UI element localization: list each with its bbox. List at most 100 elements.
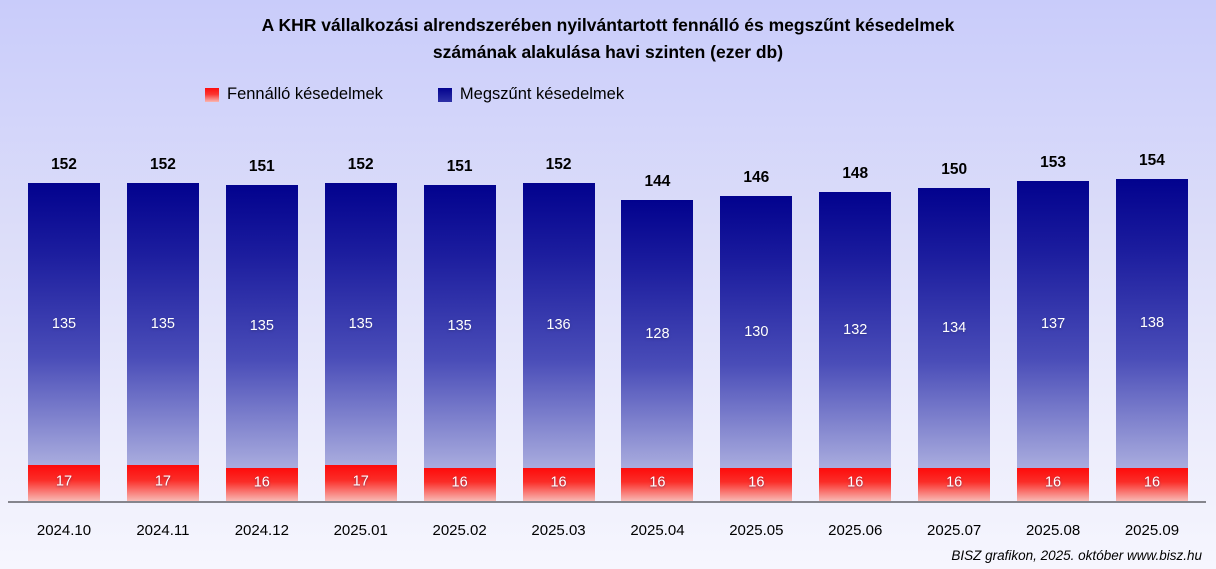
megszunt-segment: 134: [918, 187, 991, 468]
bar-column-2025.01: 152 135 17: [324, 156, 397, 501]
fennallo-value-label: 17: [55, 473, 73, 490]
stacked-bar: 135 17: [28, 183, 100, 501]
bar-total-label: 151: [248, 158, 275, 176]
stacked-bar: 135 16: [225, 185, 298, 501]
fennallo-value-label: 16: [946, 475, 963, 492]
bar-column-2025.05: 146 130 16: [720, 168, 793, 501]
fennallo-segment: 16: [1115, 467, 1188, 501]
bar-column-2024.11: 152 135 17: [126, 156, 199, 501]
fennallo-value-label: 17: [154, 473, 171, 490]
bar-total-label: 146: [743, 168, 770, 186]
x-axis-label-2025.08: 2025.08: [1025, 522, 1081, 539]
x-axis-label-2025.09: 2025.09: [1124, 522, 1180, 539]
chart-title: A KHR vállalkozási alrendszerében nyilvá…: [0, 12, 1216, 66]
legend: Fennálló késedelmek Megszűnt késedelmek: [205, 85, 624, 104]
fennallo-value-label: 16: [649, 475, 666, 492]
megszunt-segment: 135: [28, 183, 100, 466]
chart-title-line1: A KHR vállalkozási alrendszerében nyilvá…: [261, 15, 955, 35]
bar-total-label: 152: [545, 156, 572, 174]
stacked-bar: 136 16: [522, 183, 595, 501]
fennallo-segment: 16: [621, 467, 694, 501]
megszunt-segment: 135: [423, 185, 496, 468]
legend-item-fennallo: Fennálló késedelmek: [205, 85, 383, 104]
bar-total-label: 152: [51, 156, 77, 174]
megszunt-value-label: 135: [51, 316, 77, 333]
fennallo-value-label: 17: [352, 473, 369, 490]
x-axis-label-2025.06: 2025.06: [828, 522, 883, 539]
fennallo-value-label: 16: [550, 475, 567, 492]
bar-column-2024.12: 151 135 16: [225, 158, 298, 501]
bar-column-2025.03: 152 136 16: [522, 156, 595, 501]
x-axis-labels: 2024.10 2024.11 2024.12 2025.01 2025.02 2025.…: [28, 522, 1188, 539]
x-axis-label-2024.10: 2024.10: [36, 522, 92, 539]
megszunt-value-label: 135: [447, 318, 472, 335]
legend-item-megszunt: Megszűnt késedelmek: [437, 85, 625, 104]
megszunt-value-label: 138: [1139, 315, 1165, 332]
legend-label-fennallo: Fennálló késedelmek: [227, 85, 383, 103]
megszunt-value-label: 136: [546, 317, 571, 334]
fennallo-swatch-icon: [205, 87, 219, 102]
bar-total-label: 148: [842, 164, 869, 182]
fennallo-segment: 16: [1017, 467, 1090, 501]
fennallo-segment: 16: [423, 467, 496, 501]
megszunt-value-label: 135: [348, 316, 373, 333]
bar-total-label: 154: [1139, 152, 1165, 170]
megszunt-segment: 135: [324, 183, 397, 466]
legend-label-megszunt: Megszűnt késedelmek: [459, 85, 625, 103]
bar-column-2025.04: 144 128 16: [621, 173, 694, 501]
x-axis-label-2025.05: 2025.05: [729, 522, 784, 539]
bar-total-label: 151: [446, 158, 473, 176]
chart-title-line2: számának alakulása havi szinten (ezer db…: [432, 42, 784, 62]
megszunt-value-label: 137: [1040, 316, 1066, 333]
megszunt-value-label: 135: [249, 318, 274, 335]
fennallo-segment: 16: [918, 467, 991, 501]
stacked-bar: 130 16: [720, 195, 793, 501]
megszunt-value-label: 134: [942, 319, 967, 336]
bar-total-label: 152: [347, 156, 374, 174]
megszunt-segment: 135: [126, 183, 199, 466]
megszunt-value-label: 128: [645, 325, 670, 342]
fennallo-segment: 17: [28, 465, 100, 501]
stacked-bar: 138 16: [1115, 179, 1188, 501]
fennallo-segment: 16: [225, 467, 298, 501]
x-axis-label-2025.03: 2025.03: [531, 522, 586, 539]
megszunt-segment: 130: [720, 195, 793, 468]
bar-column-2025.09: 154 138 16: [1115, 152, 1188, 501]
fennallo-value-label: 16: [847, 475, 864, 492]
megszunt-segment: 128: [621, 200, 694, 468]
megszunt-segment: 135: [225, 185, 298, 468]
fennallo-value-label: 16: [451, 475, 468, 492]
x-axis-label-2025.01: 2025.01: [333, 522, 388, 539]
fennallo-value-label: 16: [1143, 475, 1161, 492]
stacked-bar: 135 17: [126, 183, 199, 501]
bars-area: 152 135 17 152 135 17 151 135 16 152 135 17 151 135 16…: [28, 152, 1188, 501]
fennallo-segment: 17: [126, 465, 199, 501]
x-axis-label-2025.07: 2025.07: [927, 522, 982, 539]
megszunt-value-label: 135: [150, 316, 175, 333]
bar-total-label: 144: [644, 173, 671, 191]
stacked-bar: 128 16: [621, 200, 694, 501]
fennallo-value-label: 16: [1044, 475, 1062, 492]
bar-column-2025.07: 150 134 16: [918, 160, 991, 501]
bar-column-2024.10: 152 135 17: [28, 156, 100, 501]
x-axis-label-2025.04: 2025.04: [630, 522, 685, 539]
stacked-bar: 134 16: [918, 187, 991, 501]
megszunt-segment: 136: [522, 183, 595, 468]
x-axis-label-2024.11: 2024.11: [136, 522, 190, 539]
stacked-bar: 135 17: [324, 183, 397, 501]
x-axis-label-2025.02: 2025.02: [432, 522, 487, 539]
x-axis-line: [8, 501, 1206, 503]
fennallo-value-label: 16: [748, 475, 765, 492]
bar-column-2025.06: 148 132 16: [819, 164, 892, 501]
source-credit: BISZ grafikon, 2025. október www.bisz.hu: [951, 548, 1202, 563]
bar-total-label: 150: [941, 160, 968, 178]
fennallo-value-label: 16: [253, 475, 270, 492]
bar-total-label: 153: [1040, 154, 1066, 172]
x-axis-label-2024.12: 2024.12: [234, 522, 289, 539]
megszunt-segment: 137: [1017, 181, 1090, 468]
fennallo-segment: 16: [720, 467, 793, 501]
megszunt-swatch-icon: [437, 87, 452, 102]
fennallo-segment: 16: [522, 467, 595, 501]
stacked-bar: 132 16: [819, 191, 892, 501]
